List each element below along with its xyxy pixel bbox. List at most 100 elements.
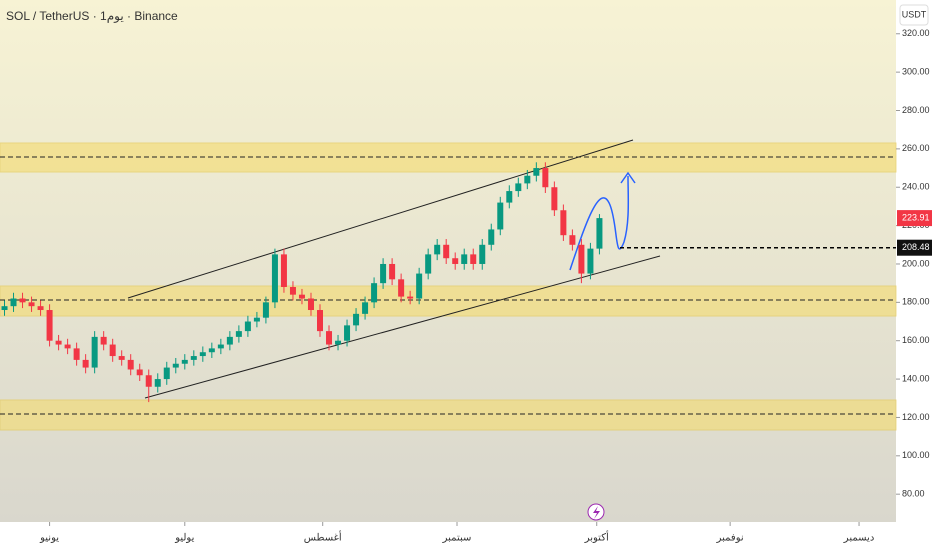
y-tick-label: 120.00 xyxy=(902,412,930,422)
x-tick-label: ديسمبر xyxy=(843,533,874,544)
arrow-head xyxy=(620,171,636,184)
y-tick-label: 100.00 xyxy=(902,450,930,460)
x-tick-label: نوفمبر xyxy=(716,533,744,544)
candle-body xyxy=(271,254,278,303)
candle-body xyxy=(262,302,269,318)
zone xyxy=(0,285,897,317)
candle-body xyxy=(551,187,558,211)
candle-body xyxy=(362,302,369,314)
price-axis-background xyxy=(896,0,932,550)
candle-body xyxy=(181,359,188,364)
y-tick-label: 300.00 xyxy=(902,67,930,77)
price-badge xyxy=(897,210,932,227)
candle-body xyxy=(425,254,432,274)
candle-body xyxy=(145,375,152,387)
candle-body xyxy=(163,367,170,380)
y-tick-label: 180.00 xyxy=(902,297,930,307)
candle-body xyxy=(524,175,531,184)
candle-body xyxy=(136,369,143,376)
candle-body xyxy=(416,273,423,299)
candle-body xyxy=(353,313,360,326)
candle-body xyxy=(55,340,62,345)
candle-body xyxy=(335,340,342,345)
y-axis-label: USDT xyxy=(902,9,927,19)
candle-body xyxy=(407,296,414,299)
candle-body xyxy=(208,348,215,353)
candle-body xyxy=(542,168,549,188)
candle-body xyxy=(398,279,405,297)
candle-body xyxy=(118,356,125,360)
candle-body xyxy=(298,294,305,299)
candle-body xyxy=(235,331,242,337)
candle-body xyxy=(317,310,323,332)
candle-body xyxy=(82,359,89,368)
y-tick-label: 140.00 xyxy=(902,373,930,383)
candle-body xyxy=(578,244,585,274)
candle-body xyxy=(253,317,260,322)
level-label: 208.48 xyxy=(902,242,930,252)
y-tick-label: 200.00 xyxy=(902,258,930,268)
candle-body xyxy=(154,379,161,387)
y-tick-label: 160.00 xyxy=(902,335,930,345)
y-tick-label: 80.00 xyxy=(902,489,925,499)
zone xyxy=(0,399,897,431)
candle-body xyxy=(10,298,17,307)
candle-body xyxy=(326,331,333,345)
candle-body xyxy=(533,168,540,176)
price-label: 223.91 xyxy=(902,212,930,222)
candle-body xyxy=(434,244,441,255)
y-tick-label: 260.00 xyxy=(902,143,930,153)
candle-body xyxy=(389,263,396,280)
channel-line xyxy=(127,139,634,299)
candle-body xyxy=(46,310,53,341)
candle-body xyxy=(73,348,80,360)
x-tick-label: أغسطس xyxy=(304,531,342,544)
candle-body xyxy=(371,283,378,303)
candle-body xyxy=(289,286,296,295)
candle-body xyxy=(217,344,224,349)
chart-title: SOL / TetherUS · 1يوم · Binance xyxy=(6,9,178,23)
candle-body xyxy=(515,183,522,192)
candle-body xyxy=(587,248,594,274)
candle-body xyxy=(37,306,44,311)
candle-body xyxy=(569,235,576,245)
y-tick-label: 240.00 xyxy=(902,182,930,192)
candle-body xyxy=(380,263,387,284)
time-axis-background xyxy=(0,522,896,550)
level-badge xyxy=(897,239,932,256)
candle-body xyxy=(560,210,567,236)
candle-body xyxy=(100,336,107,345)
x-tick-label: يوليو xyxy=(174,533,194,544)
candle-body xyxy=(91,336,98,368)
channel-line xyxy=(144,255,661,399)
drawings xyxy=(0,139,897,431)
candle-body xyxy=(226,336,233,345)
candle-body xyxy=(172,363,179,368)
plot-background xyxy=(0,0,896,522)
candle-body xyxy=(190,356,197,360)
candle-body xyxy=(19,298,26,303)
candle-body xyxy=(452,258,459,264)
candle-body xyxy=(127,359,134,370)
candle-body xyxy=(470,254,477,264)
candle-body xyxy=(307,298,314,311)
candle-body xyxy=(28,302,35,307)
candle-body xyxy=(1,306,8,311)
candle-body xyxy=(244,321,251,332)
currency-badge xyxy=(899,4,929,26)
y-tick-label: 280.00 xyxy=(902,105,930,115)
candle-body xyxy=(109,344,116,357)
x-tick-label: يونيو xyxy=(39,533,59,544)
event-icon-bolt xyxy=(593,506,600,519)
candle-body xyxy=(479,244,486,264)
candle-body xyxy=(488,229,495,245)
candle-body xyxy=(344,325,351,341)
candle-body xyxy=(64,344,71,349)
candle-body xyxy=(497,202,504,230)
y-tick-label: 320.00 xyxy=(902,28,930,38)
candle-body xyxy=(461,254,468,264)
candle-body xyxy=(280,254,287,287)
x-tick-label: أكتوبر xyxy=(584,531,609,544)
